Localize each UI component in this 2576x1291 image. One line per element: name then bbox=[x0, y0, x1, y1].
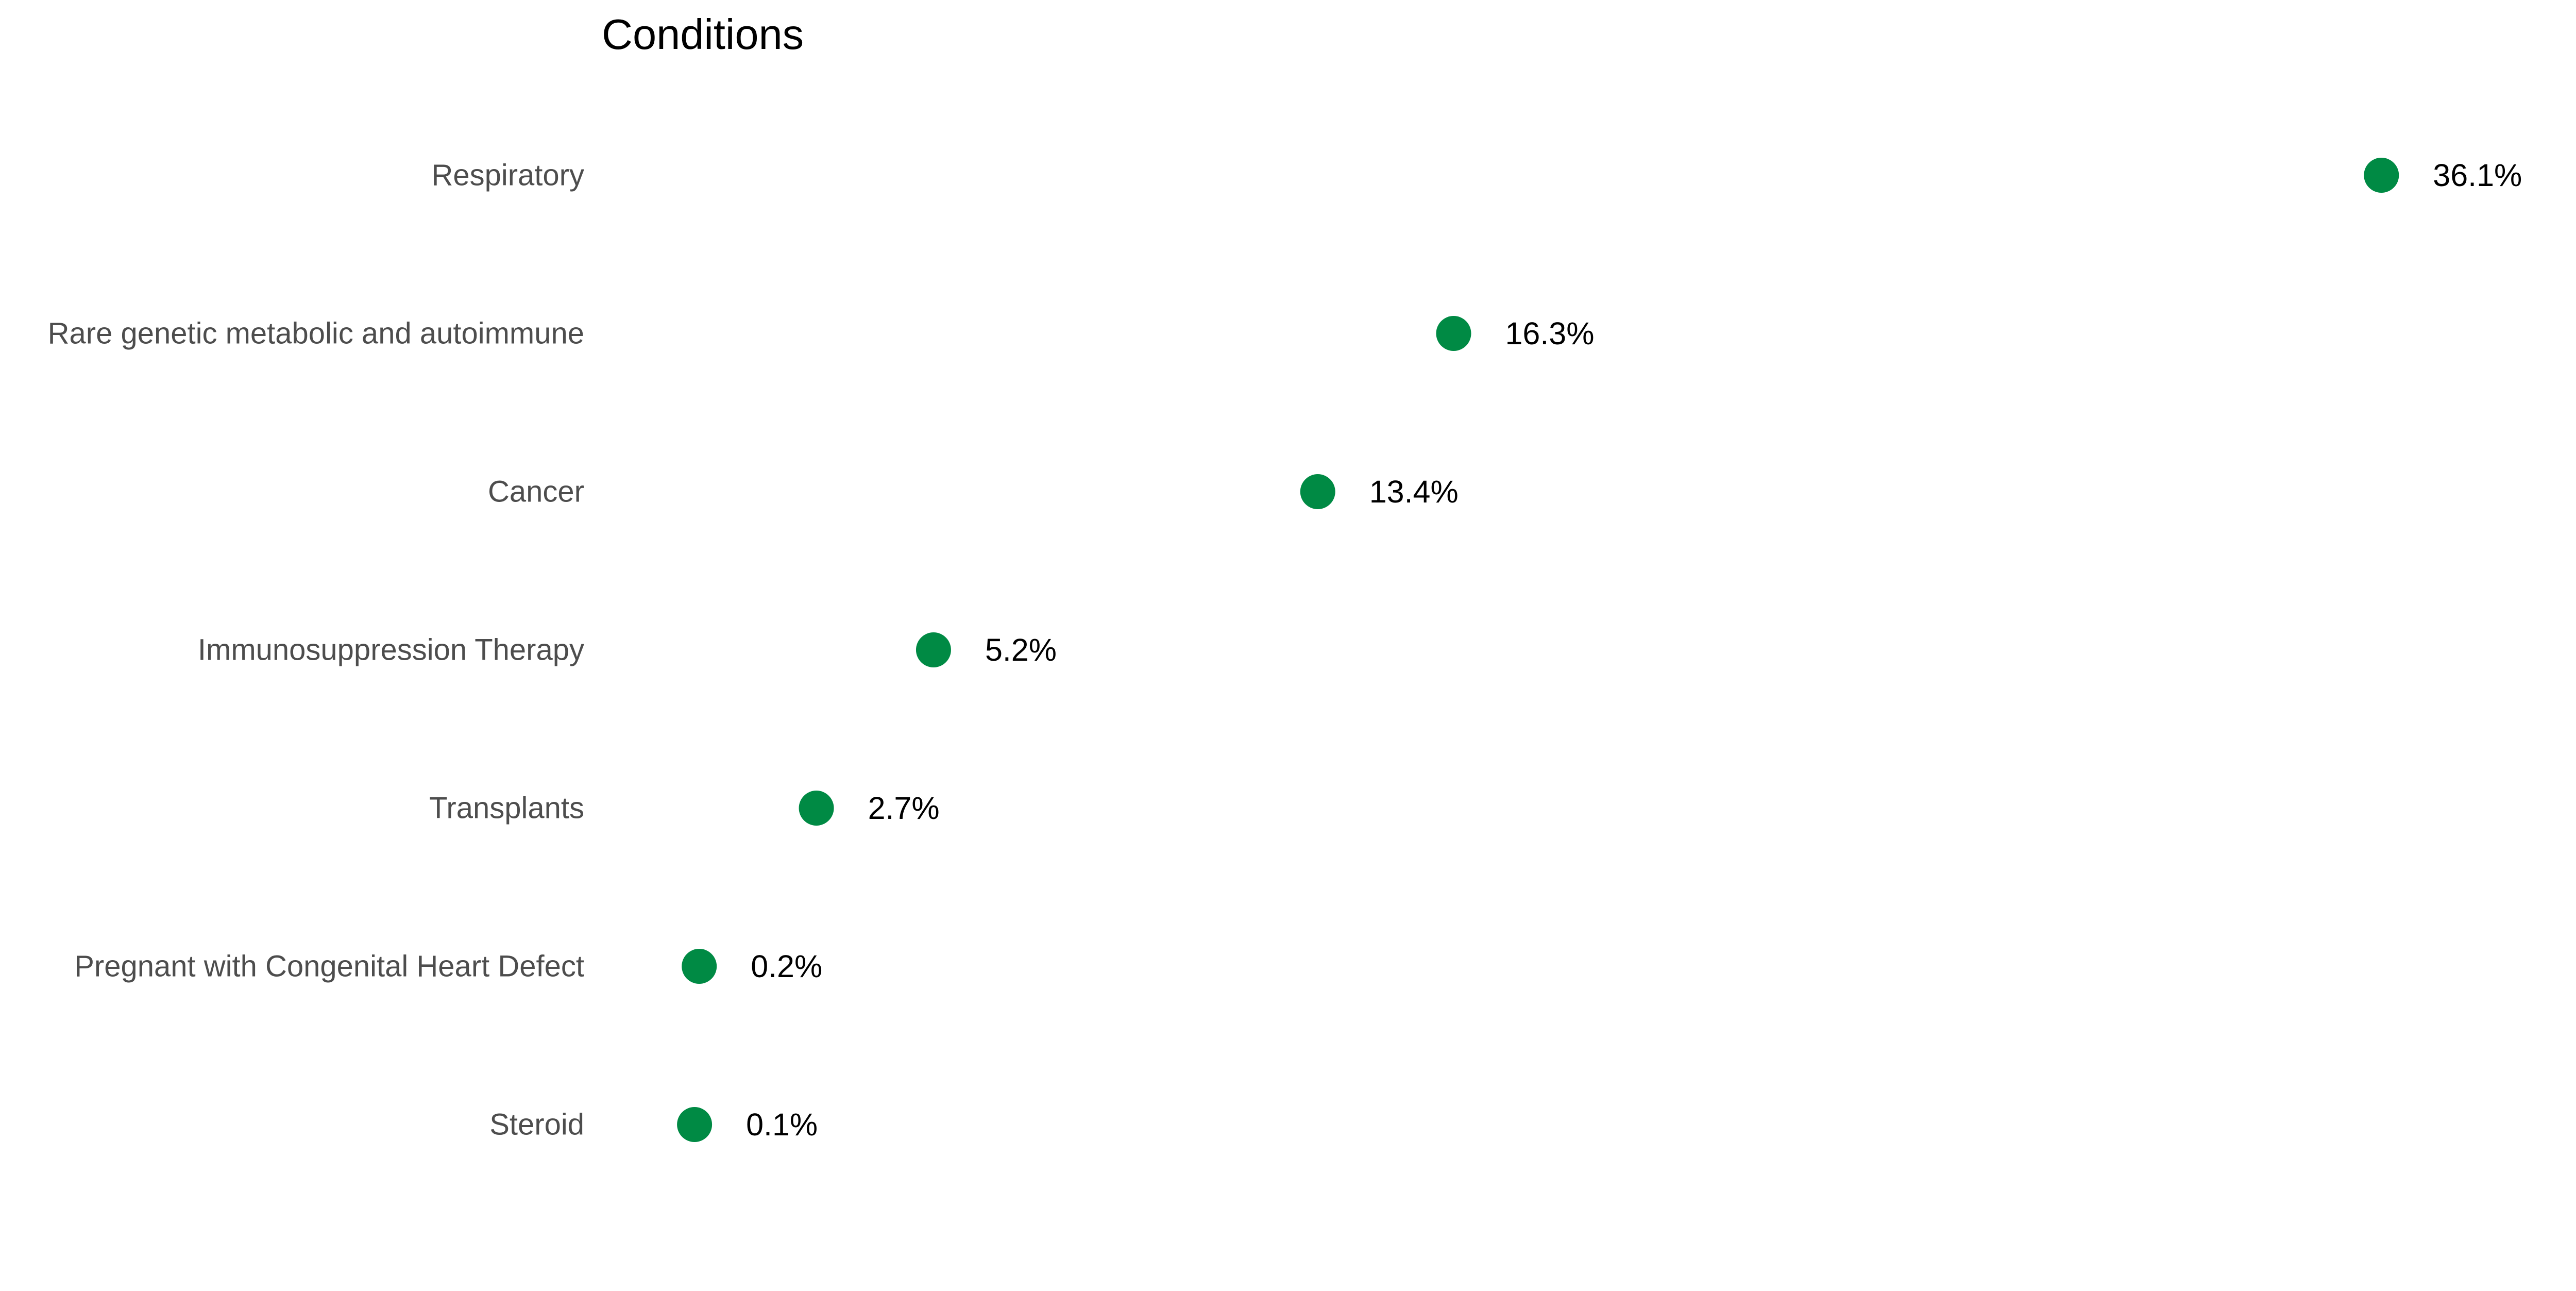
y-tick-label: Cancer bbox=[488, 475, 584, 509]
data-point bbox=[799, 791, 834, 826]
data-point bbox=[916, 632, 951, 667]
y-tick-label: Respiratory bbox=[431, 159, 584, 192]
data-labels: 36.1% 16.3% 13.4% 5.2% 2.7% 0.2% 0.1% bbox=[746, 158, 2522, 1142]
y-tick-label: Pregnant with Congenital Heart Defect bbox=[74, 950, 584, 983]
data-point bbox=[1300, 474, 1335, 509]
data-point bbox=[2364, 158, 2399, 193]
y-axis-tick-labels: Respiratory Rare genetic metabolic and au… bbox=[48, 159, 584, 1142]
y-tick-label: Steroid bbox=[489, 1108, 584, 1142]
y-tick-label: Transplants bbox=[429, 792, 584, 825]
data-label: 36.1% bbox=[2433, 158, 2522, 193]
data-label: 13.4% bbox=[1369, 474, 1459, 509]
data-label: 2.7% bbox=[868, 791, 940, 826]
data-points bbox=[677, 158, 2399, 1142]
data-label: 0.2% bbox=[751, 949, 822, 984]
data-label: 16.3% bbox=[1505, 316, 1594, 351]
data-point bbox=[677, 1107, 713, 1142]
data-label: 5.2% bbox=[985, 632, 1057, 667]
y-tick-label: Rare genetic metabolic and autoimmune bbox=[48, 317, 584, 350]
chart-title: Conditions bbox=[602, 10, 804, 58]
data-label: 0.1% bbox=[746, 1107, 818, 1142]
data-point bbox=[682, 949, 717, 984]
data-point bbox=[1436, 316, 1471, 351]
y-tick-label: Immunosuppression Therapy bbox=[198, 633, 584, 667]
